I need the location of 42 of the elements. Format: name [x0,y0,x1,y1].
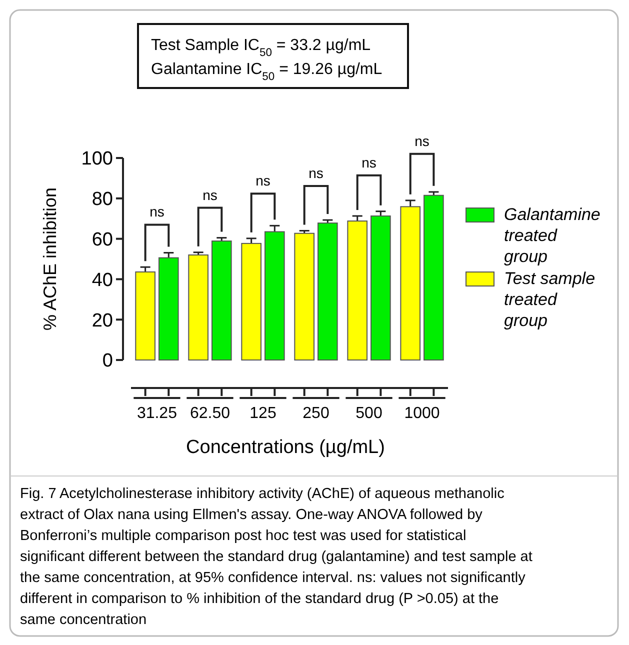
bar [211,240,232,360]
x-tick-label: 1000 [404,405,440,422]
y-tick-label: 0 [102,350,113,372]
y-tick-label: 100 [81,148,113,170]
significance-bracket: ns [197,186,223,246]
y-tick-label: 60 [92,229,113,250]
annotation: ns [362,154,376,170]
annotation: ns [202,186,218,203]
text: Galantamine IC$_{50}$ = 19.26 µg/mL [151,61,382,83]
x-tick-label: 31.25 [136,405,178,422]
bar [347,220,368,360]
bar [158,257,179,360]
bar [424,194,444,360]
annotation: ns [256,172,270,189]
x-tick-label: 250 [302,405,330,422]
annotation: ns [150,204,164,220]
x-tick-label: 125 [250,405,276,422]
bar [264,231,285,360]
significance-bracket: ns [409,132,435,194]
bar [400,206,421,360]
annotation: ns [308,165,324,182]
x-tick-label: 62.50 [190,405,230,422]
significance-bracket: ns [303,165,329,225]
caption: Fig. 7 Acetylcholinesterase inhibitory activity (AChE) of aqueous methanolic extract of Olax nana using Ellmen's assay. One-way ANOVA followed by Bonferroni’s multiple comparison post hoc test was used for statistical significant different between the standard drug (galantamine) and test sample at the same concentration, at 95% confidence interval. ns: values not significantly different in comparison to % inhibition of the standard drug (P >0.05) at the same concentration [20,486,532,628]
bar [370,215,391,360]
significance-bracket: ns [144,204,170,262]
bar [241,242,262,360]
x-axis-title: Concentrations (µg/mL) [186,437,385,458]
legend-label: Test sample treated group [504,269,596,330]
x-tick-label: 500 [356,405,382,422]
bar [188,254,208,360]
bar [294,232,315,360]
bar [318,222,338,360]
significance-bracket: ns [250,172,276,232]
bar [135,271,156,360]
y-tick-label: 80 [92,189,113,210]
y-tick-label: 20 [92,310,113,332]
text: Test Sample IC$_{50}$ = 33.2 µg/mL [151,37,371,59]
y-tick-label: 40 [92,270,113,291]
y-axis-title: % AChE inhibition [40,187,60,331]
significance-bracket: ns [356,154,382,210]
legend-label: Galantamine treated group [504,205,600,266]
